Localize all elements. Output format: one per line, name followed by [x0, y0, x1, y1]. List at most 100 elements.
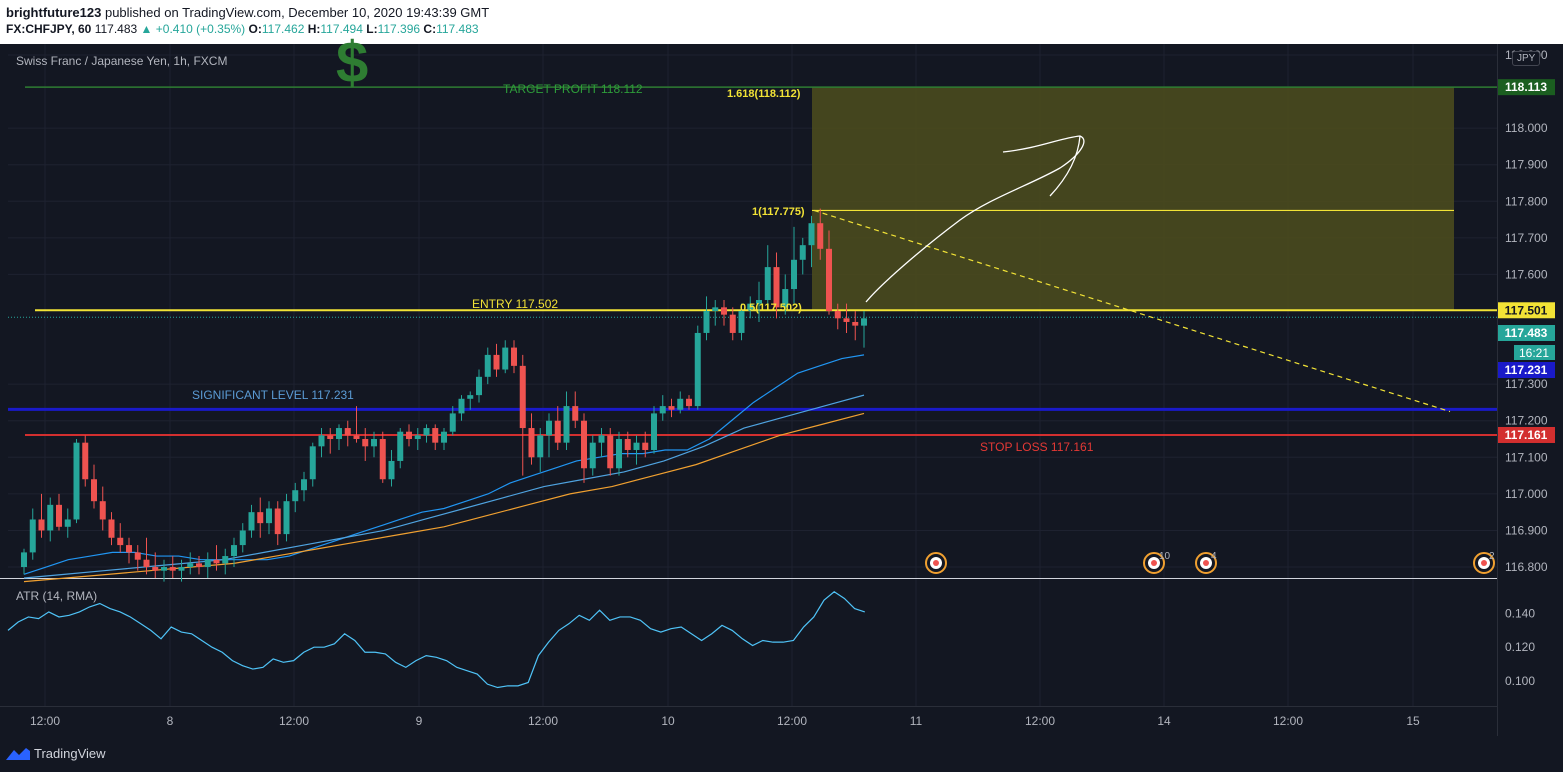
- published-text: published on TradingView.com, December 1…: [104, 5, 490, 20]
- last-price: 117.483: [94, 22, 138, 36]
- tradingview-brand[interactable]: TradingView: [34, 746, 106, 761]
- candle: [616, 431, 622, 476]
- candle: [782, 274, 789, 315]
- time-tick-label: 12:00: [1025, 714, 1055, 728]
- event-dot: [1481, 560, 1487, 566]
- entry-label: ENTRY 117.502: [472, 297, 559, 311]
- candle: [493, 343, 500, 377]
- price-tick-label: 117.700: [1505, 231, 1548, 245]
- candle-body: [196, 563, 202, 568]
- price-chart[interactable]: 118.200118.000117.900117.800117.700117.6…: [0, 44, 1563, 736]
- symbol-label: FX:CHFJPY, 60: [6, 22, 92, 36]
- time-tick-label: 12:00: [528, 714, 558, 728]
- candle-body: [677, 398, 684, 410]
- event-count: 2: [1489, 551, 1495, 562]
- price-tick-label: 116.900: [1505, 523, 1548, 537]
- candle-body: [624, 439, 631, 450]
- candle: [449, 406, 456, 436]
- fib-05-label: 0.5(117.502): [740, 302, 802, 314]
- candle-body: [686, 398, 692, 407]
- candle-body: [344, 428, 351, 436]
- atr-tick-label: 0.100: [1505, 674, 1535, 688]
- target-price-badge: 118.113: [1498, 79, 1555, 96]
- candle-body: [178, 567, 185, 571]
- candle-body: [554, 420, 561, 443]
- price-tick-label: 117.200: [1505, 414, 1548, 428]
- candle-body: [21, 552, 27, 568]
- candle-body: [721, 307, 727, 315]
- candle-body: [773, 267, 780, 308]
- entry-price-badge: 117.501: [1498, 302, 1555, 319]
- entry-price-badge-text: 117.501: [1505, 303, 1548, 317]
- candle: [861, 311, 867, 348]
- candle-body: [458, 398, 465, 414]
- candle: [371, 431, 377, 458]
- candle: [668, 398, 675, 418]
- price-badge-bg: [1498, 325, 1555, 341]
- candle-body: [213, 559, 220, 564]
- candle: [817, 208, 824, 260]
- candle-body: [126, 545, 132, 553]
- significant-price-badge: 117.231: [1498, 362, 1555, 378]
- candle: [467, 391, 474, 410]
- candle: [694, 325, 701, 410]
- candle: [344, 420, 351, 447]
- candle-body: [546, 420, 552, 436]
- significant-level-label: SIGNIFICANT LEVEL 117.231: [192, 388, 354, 402]
- candle-body: [292, 490, 299, 502]
- candle-body: [117, 537, 124, 546]
- candle: [414, 428, 421, 450]
- candle-body: [441, 431, 447, 443]
- candle-body: [633, 442, 640, 450]
- time-tick-label: 8: [167, 714, 174, 728]
- candle: [388, 449, 395, 487]
- candle: [47, 497, 54, 542]
- candle: [161, 559, 167, 582]
- event-count: 4: [1211, 551, 1217, 562]
- candle: [721, 300, 727, 326]
- trend-line: [813, 209, 1451, 413]
- candle-body: [668, 406, 675, 410]
- target-zone: [812, 87, 1454, 311]
- candle-body: [204, 559, 211, 568]
- time-tick-label: 15: [1406, 714, 1420, 728]
- candle-body: [187, 563, 194, 568]
- candle: [213, 545, 220, 571]
- candle-body: [694, 332, 701, 407]
- candle: [187, 552, 194, 575]
- candle-body: [169, 567, 176, 571]
- economic-event-icon: 10: [1143, 551, 1171, 574]
- candle: [554, 406, 561, 450]
- high-value: 117.494: [320, 22, 363, 36]
- candle: [283, 493, 290, 542]
- author-name[interactable]: brightfuture123: [6, 5, 102, 20]
- stop-price-badge-text: 117.161: [1505, 428, 1548, 442]
- candle: [589, 435, 596, 476]
- candle: [257, 497, 264, 538]
- candle: [581, 413, 587, 483]
- stop-loss-label: STOP LOSS 117.161: [980, 440, 1094, 454]
- candle: [572, 391, 579, 429]
- economic-event-icon: 2: [1473, 551, 1495, 574]
- candle: [729, 307, 736, 341]
- candle: [747, 296, 754, 319]
- price-tick-label: 116.800: [1505, 560, 1548, 574]
- candle: [274, 501, 281, 546]
- candle-body: [274, 508, 281, 535]
- candle-body: [449, 413, 456, 432]
- candle-body: [152, 567, 159, 571]
- event-dot: [933, 560, 939, 566]
- economic-event-icon: [925, 552, 947, 574]
- currency-badge[interactable]: JPY: [1512, 51, 1541, 66]
- candle: [484, 347, 491, 385]
- price-badge-bg: [1498, 79, 1555, 96]
- candle: [309, 442, 316, 487]
- time-tick-label: 9: [416, 714, 423, 728]
- candle: [659, 395, 666, 421]
- candle: [703, 296, 710, 341]
- candle-body: [64, 519, 71, 527]
- candle-body: [642, 442, 649, 450]
- candle: [712, 300, 719, 326]
- candle-body: [764, 267, 771, 301]
- candle: [73, 439, 80, 524]
